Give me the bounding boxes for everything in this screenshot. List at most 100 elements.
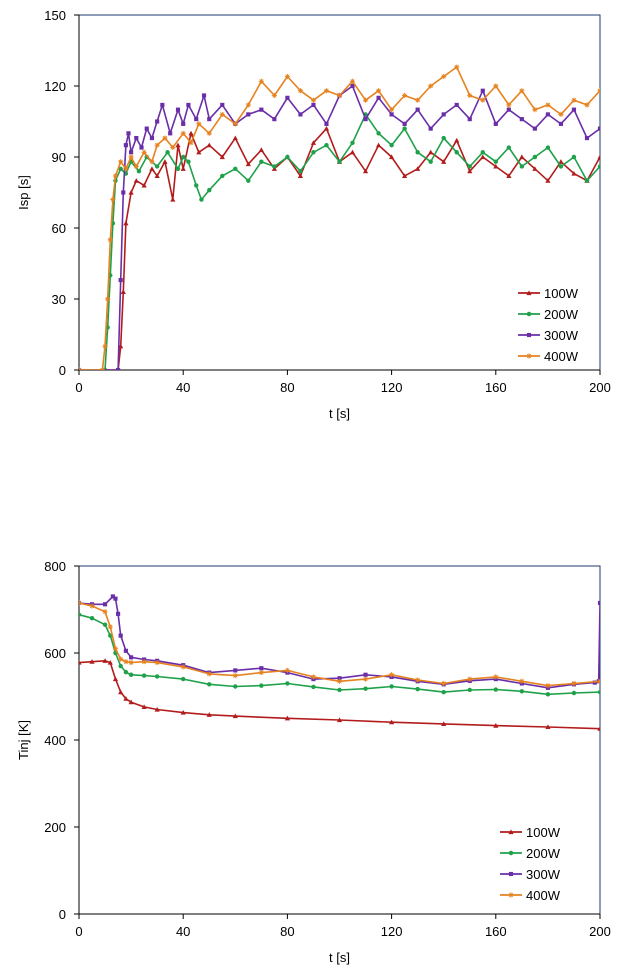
isp-data-point <box>199 197 204 202</box>
tinj-data-point <box>441 721 447 726</box>
tinj-data-point <box>207 682 212 687</box>
isp-data-point <box>181 121 186 126</box>
isp-data-point <box>107 237 113 243</box>
isp-data-point <box>207 117 212 122</box>
isp-data-point <box>175 107 181 112</box>
isp-data-point <box>584 178 590 183</box>
tinj-x-tick-label: 160 <box>485 924 507 939</box>
tinj-data-point <box>107 624 113 630</box>
tinj-data-point <box>102 609 108 615</box>
isp-data-point <box>186 159 191 164</box>
isp-data-point <box>128 154 134 160</box>
isp-y-tick-label: 30 <box>52 292 66 307</box>
tinj-plot-frame <box>78 565 601 915</box>
isp-data-point <box>246 178 251 183</box>
tinj-data-point <box>128 672 134 677</box>
isp-data-point <box>297 88 304 94</box>
tinj-series-400W <box>79 600 600 689</box>
isp-data-point <box>133 163 139 170</box>
isp-data-point <box>402 92 408 99</box>
isp-data-point <box>118 159 124 165</box>
isp-data-point <box>532 166 538 171</box>
tinj-y-tick-label: 0 <box>59 907 66 922</box>
isp-data-point <box>272 117 277 122</box>
isp-data-point <box>245 102 251 108</box>
isp-data-point <box>454 150 459 155</box>
tinj-x-tick-label: 40 <box>176 924 190 939</box>
tinj-data-point <box>363 686 368 691</box>
isp-data-point <box>584 135 590 141</box>
isp-data-point <box>155 119 160 124</box>
tinj-data-point <box>259 683 264 688</box>
tinj-data-point <box>113 596 118 601</box>
isp-data-point <box>363 117 368 122</box>
isp-data-point <box>141 149 147 155</box>
isp-data-point <box>149 135 155 141</box>
isp-data-point <box>519 117 524 122</box>
isp-data-point <box>144 126 149 131</box>
isp-legend-label: 300W <box>544 328 579 343</box>
isp-x-tick-label: 160 <box>485 380 507 395</box>
isp-data-point <box>258 78 264 84</box>
isp-data-point <box>141 182 147 188</box>
isp-legend-swatch-marker <box>526 290 532 296</box>
tinj-data-point <box>441 689 446 695</box>
isp-data-point <box>467 117 472 122</box>
isp-data-point <box>297 173 304 179</box>
isp-data-point <box>272 164 277 169</box>
tinj-data-point <box>336 717 343 723</box>
isp-data-point <box>506 102 512 108</box>
tinj-data-point <box>233 668 238 673</box>
tinj-data-point <box>415 677 421 683</box>
isp-data-point <box>180 154 186 160</box>
isp-legend-label: 100W <box>544 286 579 301</box>
isp-data-point <box>121 190 126 195</box>
isp-data-point <box>519 154 525 160</box>
tinj-data-point <box>102 622 108 627</box>
tinj-data-point <box>79 600 82 606</box>
tinj-data-point <box>154 674 160 679</box>
isp-legend-swatch-marker <box>526 332 532 338</box>
isp-data-point <box>310 140 317 145</box>
tinj-data-point <box>123 648 128 653</box>
isp-data-point <box>162 159 168 164</box>
tinj-data-point <box>592 680 597 685</box>
isp-data-point <box>194 117 199 122</box>
tinj-y-tick-label: 400 <box>44 733 66 748</box>
tinj-legend-label: 200W <box>526 846 561 861</box>
isp-data-point <box>284 73 290 80</box>
isp-data-point <box>232 135 238 141</box>
isp-x-tick-label: 0 <box>75 380 82 395</box>
isp-x-tick-label: 200 <box>589 380 611 395</box>
isp-data-point <box>454 137 460 143</box>
tinj-legend-swatch-marker <box>508 850 514 856</box>
isp-data-point <box>129 150 134 155</box>
isp-data-point <box>428 83 434 89</box>
isp-data-point <box>597 88 600 94</box>
isp-data-point <box>118 277 123 283</box>
isp-data-point <box>220 173 225 179</box>
isp-x-tick-label: 40 <box>176 380 190 395</box>
isp-data-point <box>136 168 142 174</box>
tinj-legend: 100W 200W 300W 400W <box>500 825 561 903</box>
tinj-x-tick-label: 200 <box>589 924 611 939</box>
tinj-y-tick-label: 800 <box>44 559 66 574</box>
isp-data-point <box>149 166 155 171</box>
isp-data-point <box>120 289 126 294</box>
isp-data-point <box>389 112 394 117</box>
isp-data-point <box>207 187 212 193</box>
isp-series-line <box>79 66 600 370</box>
isp-data-point <box>336 92 343 99</box>
tinj-legend-label: 100W <box>526 825 561 840</box>
tinj-data-point <box>519 678 525 684</box>
tinj-data-point <box>336 678 343 684</box>
isp-data-point <box>597 154 600 160</box>
tinj-data-point <box>118 633 123 638</box>
isp-data-point <box>115 367 121 370</box>
isp-data-point <box>375 88 382 94</box>
tinj-data-point <box>112 646 119 652</box>
tinj-data-point <box>118 663 123 669</box>
isp-data-point <box>415 107 420 112</box>
isp-data-point <box>428 126 433 131</box>
isp-series-300W <box>79 83 600 370</box>
